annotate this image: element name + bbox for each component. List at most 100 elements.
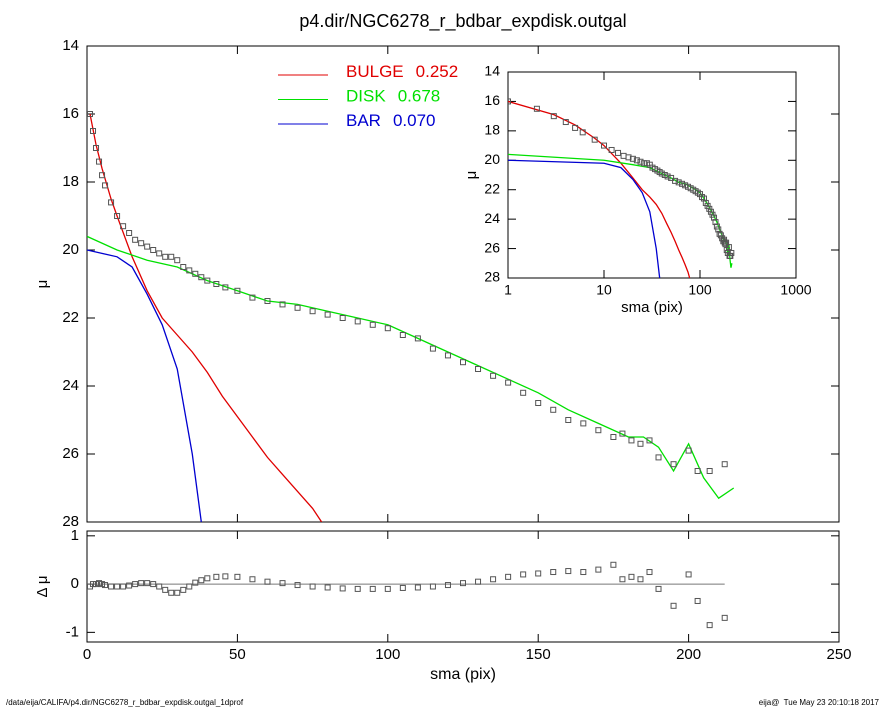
data-point: [174, 589, 181, 596]
data-point: [520, 571, 527, 578]
data-point: [550, 569, 557, 576]
data-point: [572, 124, 579, 131]
data-point: [694, 597, 701, 604]
data-point: [339, 585, 346, 592]
y-tick-label: 20: [484, 151, 500, 167]
y-tick-label: 14: [62, 37, 79, 54]
data-point: [550, 113, 557, 120]
data-point: [93, 145, 100, 151]
y-tick-label: 22: [484, 180, 500, 196]
data-point: [610, 434, 617, 440]
data-point: [174, 257, 181, 264]
data-point: [685, 571, 692, 578]
plot-frame: [86, 45, 840, 523]
x-tick-label: 100: [688, 282, 712, 298]
data-point: [637, 158, 644, 165]
data-point: [444, 352, 451, 359]
x-tick-label: 10: [596, 282, 612, 298]
data-point: [180, 264, 187, 270]
data-point: [490, 372, 497, 379]
data-point: [309, 308, 316, 315]
legend-label: BAR 0.070: [346, 111, 436, 130]
data-point: [535, 400, 542, 406]
data-point: [222, 573, 229, 580]
data-point: [198, 274, 205, 281]
model-line: [508, 100, 691, 278]
y-axis-label: Δ μ: [34, 575, 51, 597]
data-point: [234, 287, 241, 294]
data-point: [625, 154, 632, 161]
data-point: [725, 244, 732, 251]
data-point: [150, 247, 157, 253]
legend-name: DISK: [346, 87, 386, 106]
data-point: [204, 277, 211, 284]
data-point: [655, 585, 662, 592]
model-line: [508, 159, 661, 278]
plot-area: [508, 98, 735, 278]
data-point: [508, 98, 511, 105]
data-point: [249, 294, 256, 301]
data-point: [679, 180, 686, 187]
data-point: [339, 315, 346, 321]
data-point: [108, 199, 115, 206]
data-point: [637, 576, 644, 583]
data-point: [580, 420, 587, 427]
data-point: [721, 614, 728, 621]
data-point: [90, 128, 97, 134]
data-point: [144, 580, 151, 587]
y-tick-label: 28: [62, 513, 79, 530]
data-point: [610, 561, 617, 568]
data-point: [562, 119, 569, 126]
y-tick-label: 26: [62, 445, 79, 462]
legend-fraction: 0.252: [416, 62, 459, 81]
data-point: [721, 461, 728, 468]
data-point: [294, 304, 301, 311]
data-point: [637, 440, 644, 447]
data-point: [565, 417, 572, 423]
y-tick-label: 0: [71, 575, 79, 592]
data-point: [712, 219, 719, 226]
data-point: [144, 243, 151, 250]
data-point: [640, 160, 647, 167]
data-point: [96, 580, 103, 587]
data-point: [384, 325, 391, 332]
data-point: [162, 253, 169, 260]
data-point: [672, 177, 679, 184]
data-point: [186, 583, 193, 590]
x-tick-label: 200: [676, 646, 701, 663]
x-tick-label: 0: [83, 646, 91, 663]
data-point: [222, 284, 229, 291]
data-point: [728, 249, 735, 256]
data-point: [628, 437, 635, 444]
data-point: [629, 155, 636, 162]
data-point: [533, 105, 540, 112]
data-point: [102, 582, 109, 589]
data-point: [198, 577, 205, 584]
data-point: [694, 468, 701, 474]
data-point: [168, 589, 175, 596]
data-point: [664, 173, 671, 180]
data-point: [490, 576, 497, 583]
y-tick-label: 20: [62, 241, 79, 258]
data-point: [234, 573, 241, 580]
data-point: [192, 579, 199, 586]
y-tick-label: 14: [484, 63, 500, 79]
data-point: [87, 111, 94, 117]
data-point: [700, 195, 707, 202]
footer-right: eija@ Tue May 23 20:10:18 2017: [759, 698, 880, 707]
y-tick-label: 24: [62, 377, 79, 394]
legend-fraction: 0.678: [398, 87, 441, 106]
y-tick-label: 26: [484, 239, 500, 255]
chart-title: p4.dir/NGC6278_r_bdbar_expdisk.outgal: [299, 11, 626, 32]
x-tick-label: 50: [229, 646, 246, 663]
data-point: [294, 582, 301, 589]
data-point: [699, 194, 706, 201]
x-axis-label: sma (pix): [430, 666, 496, 683]
data-point: [204, 575, 211, 582]
data-point: [108, 583, 115, 590]
data-point: [628, 573, 635, 580]
data-point: [414, 584, 421, 591]
data-point: [156, 250, 163, 257]
y-axis-label: μ: [463, 171, 480, 180]
